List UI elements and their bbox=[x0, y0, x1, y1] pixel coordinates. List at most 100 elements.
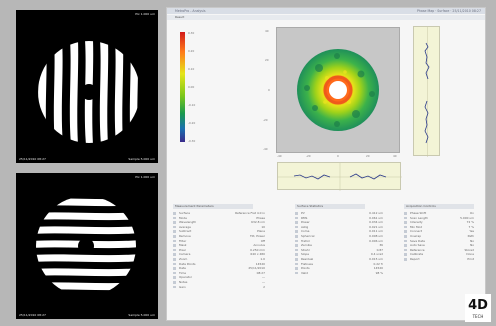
table-row[interactable]: Average 10 bbox=[173, 225, 265, 230]
table-row[interactable]: Spherical 0.008 um bbox=[295, 234, 383, 239]
window-titlebar[interactable]: MetroPro - Analysis Phase Map · Surface … bbox=[167, 8, 485, 14]
row-icon bbox=[404, 230, 407, 233]
table-row[interactable]: Flatness 0.22 fr bbox=[295, 262, 383, 267]
table-header-statistics: Surface Statistics bbox=[295, 204, 365, 209]
row-key: Slope bbox=[301, 252, 310, 257]
table-row[interactable]: Time 08:27 bbox=[173, 271, 265, 276]
table-row[interactable]: Surface Reference Flat 4.0 in bbox=[173, 211, 265, 216]
table-row[interactable]: Camera 640 x 480 bbox=[173, 252, 265, 257]
row-key: Wavelength bbox=[179, 220, 197, 225]
color-scale-label: 0.20 bbox=[188, 49, 195, 53]
row-icon bbox=[173, 212, 176, 215]
row-value: 14520 bbox=[373, 266, 383, 271]
table-row[interactable]: Mode Phase bbox=[173, 216, 265, 221]
table-row[interactable]: Remove Tilt, Power bbox=[173, 234, 265, 239]
row-key: Average bbox=[179, 224, 191, 229]
row-key: Notes bbox=[179, 279, 188, 284]
company-logo: 4D TECH bbox=[465, 294, 491, 322]
table-row[interactable]: Date 25/11/2010 bbox=[173, 266, 265, 271]
row-icon bbox=[173, 267, 176, 270]
row-key: Operator bbox=[179, 275, 192, 280]
table-row[interactable]: Pixel 0.250 mm bbox=[173, 248, 265, 253]
table-row[interactable]: Power 0.034 um bbox=[295, 220, 383, 225]
table-row[interactable]: Slope 0.4 urad bbox=[295, 252, 383, 257]
table-row[interactable]: Coma 0.011 um bbox=[295, 229, 383, 234]
row-icon bbox=[173, 225, 176, 229]
row-icon bbox=[173, 253, 176, 256]
vertical-profile-trace bbox=[424, 27, 430, 157]
table-row[interactable]: Calibrate Done bbox=[404, 252, 474, 257]
row-value: 0.011 um bbox=[369, 229, 383, 234]
table-row[interactable]: Valid 98 % bbox=[295, 271, 383, 276]
row-key: Trefoil bbox=[301, 238, 310, 243]
table-row[interactable]: RMS 0.061 um bbox=[295, 216, 383, 221]
row-key: Min Mod bbox=[410, 224, 423, 229]
table-row[interactable]: Min Mod 7 % bbox=[404, 225, 474, 230]
row-icon bbox=[173, 216, 176, 220]
table-row[interactable]: Filter Off bbox=[173, 239, 265, 244]
row-icon bbox=[295, 234, 298, 238]
result-panel-bar[interactable]: Result bbox=[167, 15, 485, 20]
row-value: --- bbox=[261, 279, 265, 284]
table-row[interactable]: Residual 0.015 um bbox=[295, 257, 383, 262]
row-key: Date bbox=[179, 266, 186, 271]
table-row[interactable]: Auto Save No bbox=[404, 243, 474, 248]
vertical-profile-plot[interactable] bbox=[413, 26, 440, 157]
row-value: Reference Flat 4.0 in bbox=[235, 211, 265, 215]
map-x-tick: 40 bbox=[393, 154, 397, 158]
row-value: 1.0 bbox=[260, 256, 265, 261]
table-row[interactable]: Mask Annulus bbox=[173, 243, 265, 248]
color-scale-label: 0.30 bbox=[188, 31, 195, 35]
table-row[interactable]: Notes --- bbox=[173, 280, 265, 285]
row-key: Unwrap bbox=[410, 233, 422, 238]
table-row[interactable]: Trefoil 0.006 um bbox=[295, 239, 383, 244]
row-key: Zoom bbox=[179, 256, 188, 261]
row-icon bbox=[404, 225, 407, 229]
panel-label: Result bbox=[175, 15, 185, 19]
row-icon bbox=[295, 225, 298, 229]
interferogram-top-right-label: Plx 1.000 um bbox=[135, 175, 155, 179]
horizontal-profile-plot[interactable] bbox=[277, 162, 402, 191]
table-row[interactable]: Gain 2 bbox=[173, 285, 265, 290]
table-row[interactable]: Zernike 36 bbox=[295, 243, 383, 248]
row-value: Annulus bbox=[253, 243, 265, 248]
table-row[interactable]: Connect Yes bbox=[404, 229, 474, 234]
table-row[interactable]: Astig 0.021 um bbox=[295, 225, 383, 230]
table-row[interactable]: Unwrap Path bbox=[404, 234, 474, 239]
row-key: Auto Save bbox=[410, 243, 425, 248]
table-header-controls: Acquisition Controls bbox=[404, 204, 474, 209]
table-row[interactable]: Zoom 1.0 bbox=[173, 257, 265, 262]
row-value: 0.061 um bbox=[369, 215, 383, 220]
color-scale-label: -0.20 bbox=[188, 121, 196, 125]
acquisition-controls-table: Phase Shift On Scan Length 5.000 um Intensit… bbox=[404, 211, 474, 262]
table-row[interactable]: Strehl 0.87 bbox=[295, 248, 383, 253]
row-key: Remove bbox=[179, 233, 191, 238]
interferogram-bottom-right-label: Sample 5.000 um bbox=[128, 313, 155, 317]
table-row[interactable]: Report Print bbox=[404, 257, 474, 262]
row-value: Phase bbox=[256, 215, 265, 220]
table-row[interactable]: PV 0.412 um bbox=[295, 211, 383, 216]
table-row[interactable]: Phase Shift On bbox=[404, 211, 474, 216]
table-row[interactable]: Points 14520 bbox=[295, 266, 383, 271]
row-key: RMS bbox=[301, 215, 308, 220]
surface-phase-map[interactable] bbox=[276, 27, 400, 153]
row-value: 25/11/2010 bbox=[248, 266, 265, 271]
row-key: Time bbox=[179, 270, 187, 275]
table-row[interactable]: Subtract Plane bbox=[173, 229, 265, 234]
row-value: No bbox=[470, 238, 474, 243]
table-row[interactable]: Save Data No bbox=[404, 239, 474, 244]
row-icon bbox=[173, 234, 176, 238]
table-row[interactable]: Intensity 72 % bbox=[404, 220, 474, 225]
table-row[interactable]: Operator --- bbox=[173, 275, 265, 280]
table-row[interactable]: Reference Stored bbox=[404, 248, 474, 253]
row-icon bbox=[404, 248, 407, 252]
row-key: Calibrate bbox=[410, 252, 424, 257]
table-row[interactable]: Scan Length 5.000 um bbox=[404, 216, 474, 221]
row-key: Mode bbox=[179, 215, 187, 220]
row-key: Residual bbox=[301, 256, 314, 261]
phase-map-image bbox=[297, 49, 379, 131]
table-row[interactable]: Data Points 14520 bbox=[173, 262, 265, 267]
row-value: 2 bbox=[263, 284, 265, 289]
table-header-measurement: Measurement Parameters bbox=[173, 204, 253, 209]
table-row[interactable]: Wavelength 632.8 nm bbox=[173, 220, 265, 225]
